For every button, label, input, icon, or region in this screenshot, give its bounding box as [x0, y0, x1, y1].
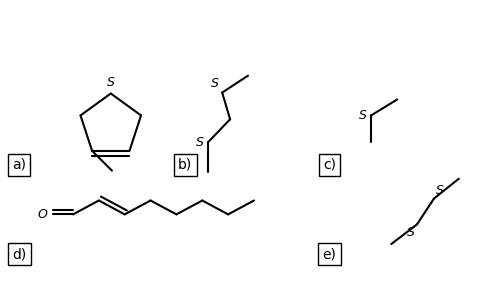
- Text: c): c): [323, 158, 336, 172]
- Text: e): e): [322, 247, 336, 261]
- Text: S: S: [407, 226, 415, 239]
- Text: S: S: [212, 77, 219, 90]
- Text: S: S: [107, 75, 114, 89]
- Text: d): d): [12, 247, 26, 261]
- Text: b): b): [178, 158, 192, 172]
- Text: S: S: [196, 135, 204, 148]
- Text: a): a): [12, 158, 26, 172]
- Text: S: S: [436, 184, 444, 197]
- Text: O: O: [38, 208, 47, 221]
- Text: S: S: [358, 109, 366, 122]
